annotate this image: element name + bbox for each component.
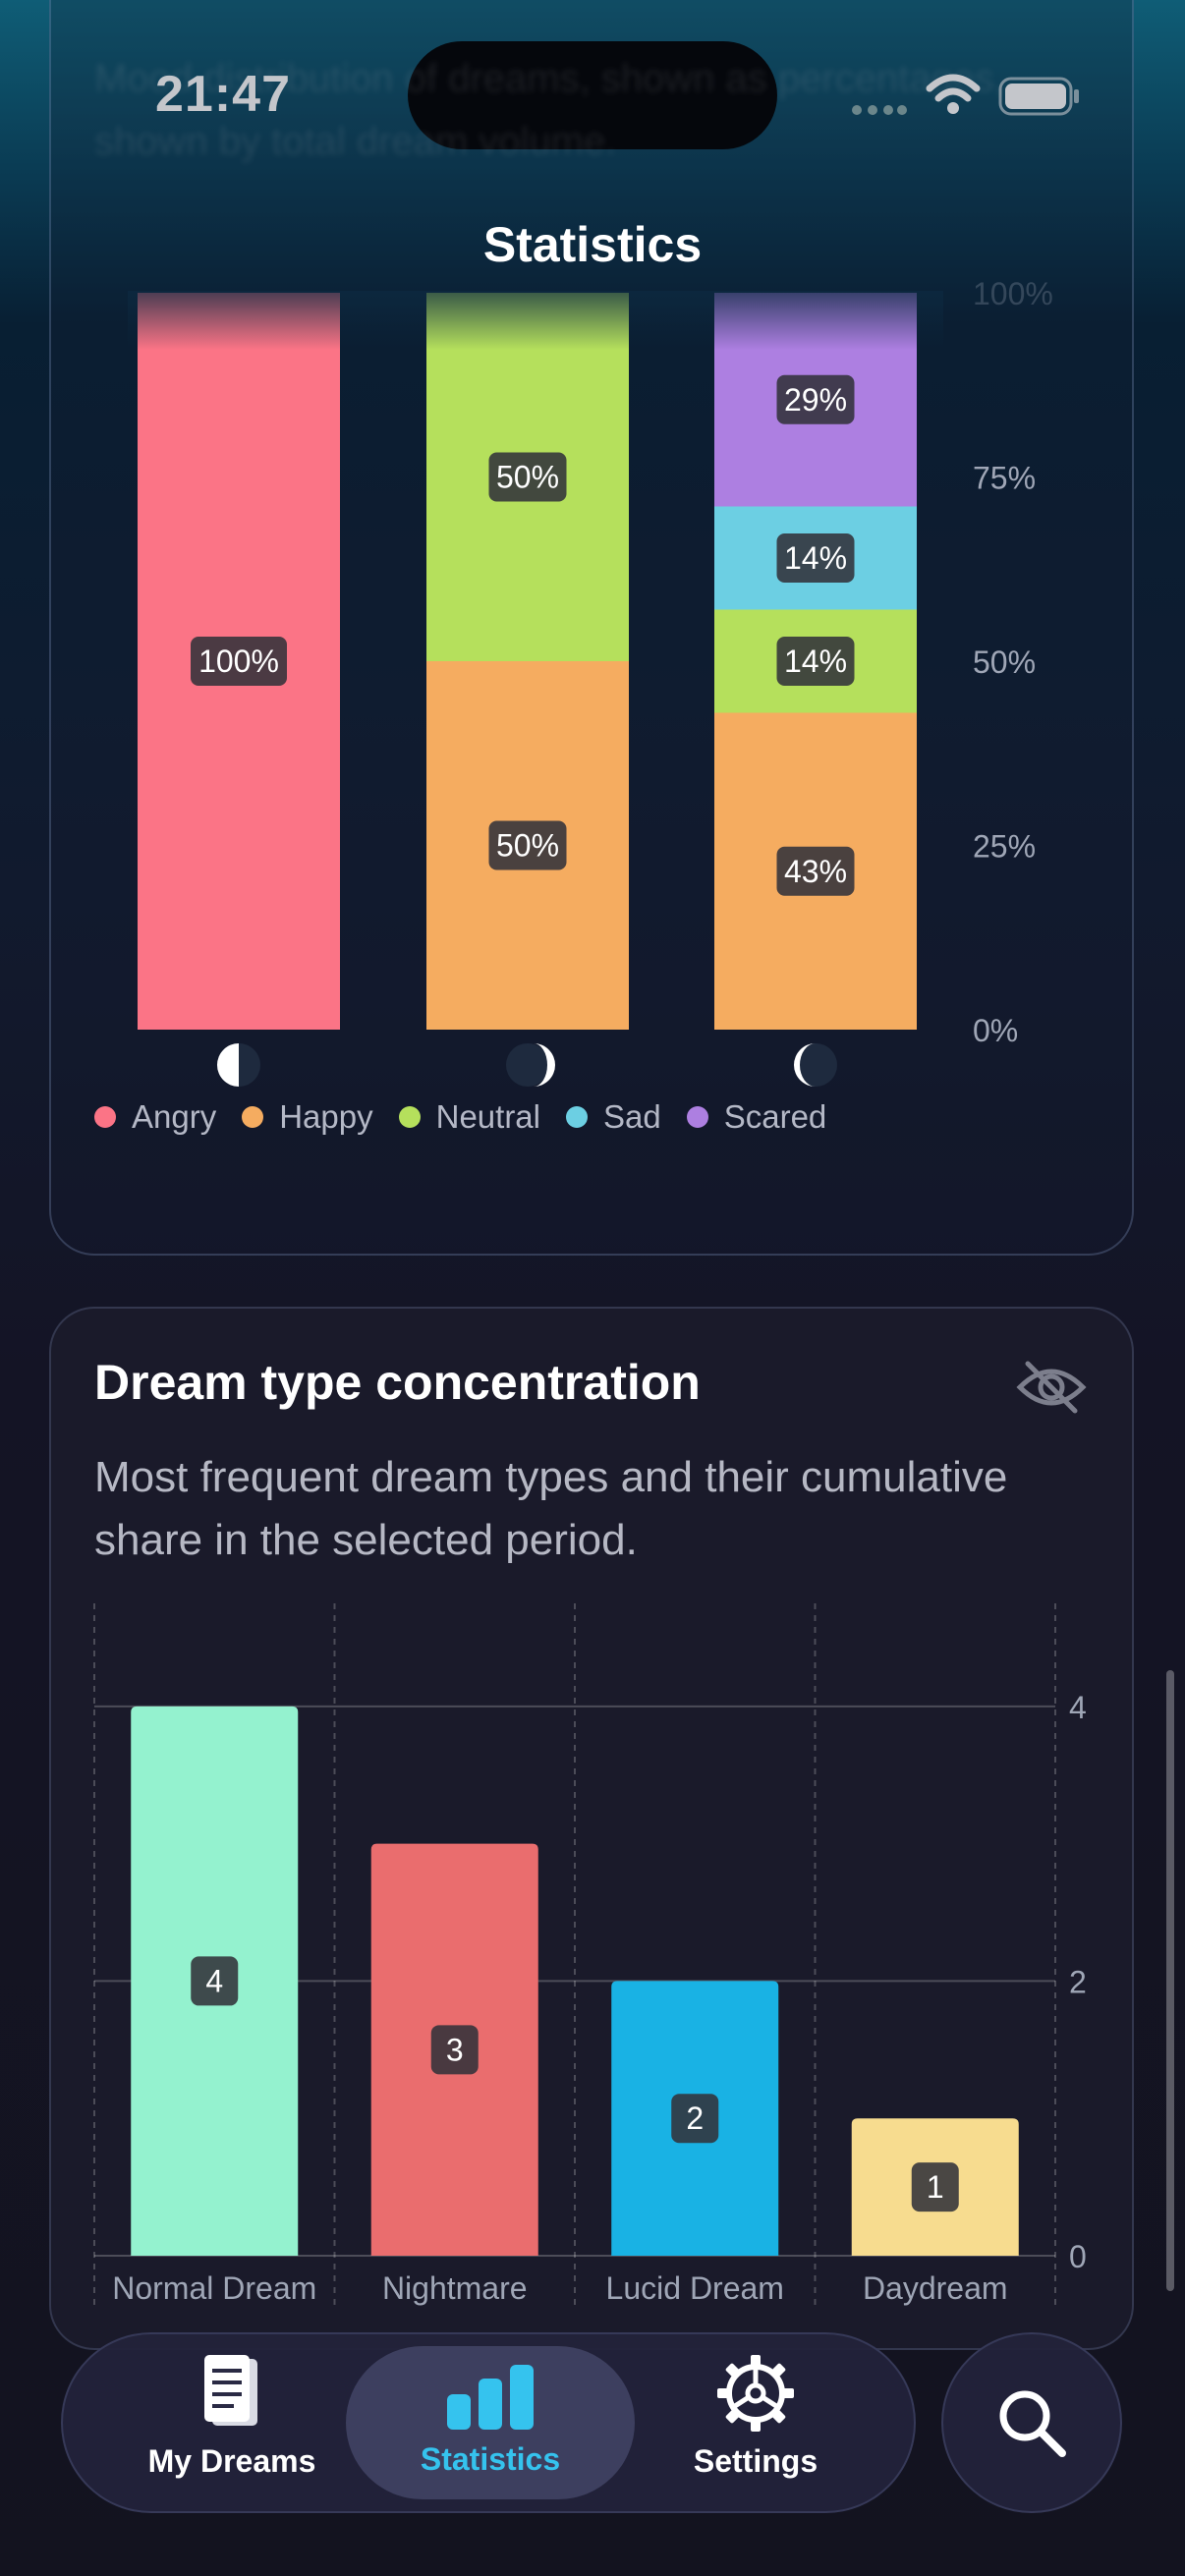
segment-value-label: 29% — [776, 374, 855, 424]
data-label-bg — [488, 452, 567, 502]
tab-label: My Dreams — [147, 2443, 316, 2479]
x-tick-label: Lucid Dream — [606, 2270, 784, 2306]
legend-dot — [242, 1106, 264, 1128]
segment-value-label: 100% — [191, 637, 287, 686]
mood-stacked-bar-chart: 100% 50% 50% 43% 14% 14% 29% 0% 25% 50% 75% 100% — [128, 276, 1053, 1087]
data-label: 43% — [784, 854, 847, 889]
data-label: 1 — [927, 2169, 944, 2205]
card-title: Dream type concentration — [94, 1355, 701, 1410]
legend-label: Sad — [603, 1098, 661, 1135]
x-tick-label: Normal Dream — [112, 2270, 316, 2306]
segment-value-label: 50% — [488, 452, 567, 502]
legend-dot — [94, 1106, 116, 1128]
legend-item-angry: Angry — [94, 1098, 216, 1136]
legend-item-scared: Scared — [686, 1098, 827, 1136]
x-tick-label: Daydream — [863, 2270, 1008, 2306]
status-bar: 21:47 — [0, 0, 1185, 196]
faded-description: Mood distribution of dreams, shown as pe… — [94, 57, 1006, 163]
legend-label: Scared — [723, 1098, 827, 1135]
data-label-bg — [776, 846, 855, 896]
data-label: 100% — [198, 644, 279, 679]
data-label: 14% — [784, 540, 847, 576]
data-label: 3 — [446, 2032, 464, 2067]
card-description: Most frequent dream types and their cumu… — [94, 1453, 1008, 1564]
gear-icon — [717, 2355, 794, 2432]
tab-label: Statistics — [420, 2441, 561, 2477]
waning-moon-icon — [217, 1043, 260, 1087]
y-tick-label: 25% — [973, 829, 1036, 865]
data-label: 4 — [205, 1963, 223, 1998]
data-label: 50% — [496, 460, 559, 495]
mood-legend: Angry Happy Neutral Sad Scared — [94, 1098, 852, 1136]
tab-my-dreams[interactable]: My Dreams — [118, 2334, 346, 2511]
data-label-bg — [911, 2162, 959, 2212]
search-button[interactable] — [941, 2332, 1122, 2513]
y-tick-label: 4 — [1069, 1690, 1087, 1725]
tab-settings[interactable]: Settings — [635, 2334, 876, 2511]
data-label: 50% — [496, 828, 559, 864]
status-time: 21:47 — [155, 66, 291, 123]
moon-shadow — [794, 1043, 837, 1087]
legend-item-neutral: Neutral — [398, 1098, 540, 1136]
page-title: Statistics — [482, 217, 703, 272]
data-label-bg — [776, 533, 855, 583]
segment-value-label: 14% — [776, 533, 855, 583]
data-label-bg — [488, 820, 567, 870]
bar-value-label: 2 — [671, 2094, 719, 2144]
tab-statistics[interactable]: Statistics — [346, 2346, 635, 2499]
bar-chart-icon — [447, 2365, 534, 2430]
dynamic-island — [408, 41, 777, 149]
battery-icon — [998, 77, 1079, 116]
y-tick-label: 100% — [973, 276, 1053, 311]
moon-lit — [534, 1043, 555, 1087]
wifi-icon — [926, 74, 981, 114]
data-label-bg — [776, 374, 855, 424]
full-moon-icon — [506, 1043, 555, 1087]
legend-dot — [398, 1106, 421, 1128]
bar-value-label: 4 — [191, 1956, 239, 2006]
data-label-bg — [191, 637, 287, 686]
dream-type-bar-chart: 4 3 2 1 0 2 4 Normal Dream Nightmare Lucid Drea… — [93, 1603, 1087, 2306]
y-tick-label: 50% — [973, 644, 1036, 680]
tab-label: Settings — [693, 2443, 818, 2479]
moon-lit — [217, 1043, 239, 1087]
segment-value-label: 14% — [776, 637, 855, 686]
waxing-moon-icon — [794, 1043, 837, 1087]
y-tick-label: 75% — [973, 461, 1036, 496]
legend-item-sad: Sad — [566, 1098, 661, 1136]
y-tick-label: 2 — [1069, 1964, 1087, 1999]
legend-item-happy: Happy — [242, 1098, 373, 1136]
legend-dot — [566, 1106, 588, 1128]
data-label: 2 — [686, 2100, 704, 2136]
segment-value-label: 50% — [488, 820, 567, 870]
tab-bar: My Dreams Statistics — [61, 2332, 916, 2513]
y-tick-label: 0 — [1069, 2239, 1087, 2274]
data-label: 29% — [784, 382, 847, 418]
moon-lit — [794, 1043, 816, 1087]
data-label-bg — [191, 1956, 239, 2006]
bar-value-label: 1 — [911, 2162, 959, 2212]
x-tick-label: Nightmare — [382, 2270, 528, 2306]
data-label-bg — [671, 2094, 719, 2144]
y-tick-label: 0% — [973, 1013, 1018, 1048]
search-icon — [999, 2390, 1066, 2457]
cellular-icon — [852, 105, 907, 115]
data-label-bg — [776, 637, 855, 686]
legend-label: Happy — [279, 1098, 373, 1135]
legend-dot — [686, 1106, 708, 1128]
legend-label: Angry — [132, 1098, 217, 1135]
bar-value-label: 3 — [430, 2025, 479, 2075]
legend-label: Neutral — [435, 1098, 540, 1135]
scrollbar[interactable] — [1166, 1670, 1174, 2291]
data-label: 14% — [784, 644, 847, 679]
hide-eye-icon[interactable] — [1016, 1360, 1087, 1415]
segment-value-label: 43% — [776, 846, 855, 896]
moon-shadow — [506, 1043, 549, 1087]
notebook-icon — [204, 2355, 257, 2426]
data-label-bg — [430, 2025, 479, 2075]
